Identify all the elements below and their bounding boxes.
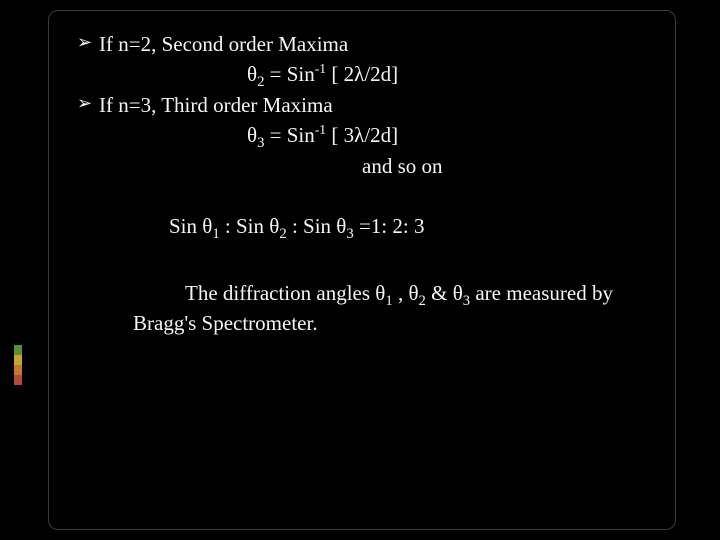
formula-line-2: θ2 = Sin-1 [ 2λ/2d] (77, 59, 647, 89)
para-a: The diffraction angles θ (185, 281, 385, 305)
para-c: & θ (426, 281, 463, 305)
para-s3: 3 (463, 293, 470, 309)
line1-text: If n=2, Second order Maxima (99, 32, 348, 56)
formula2-theta: θ (247, 62, 257, 86)
bullet-icon: ➢ (77, 29, 92, 55)
formula3-theta: θ (247, 123, 257, 147)
formula3-eq: = Sin (264, 123, 314, 147)
para-b: , θ (393, 281, 419, 305)
formula2-post: [ 2λ/2d] (326, 62, 398, 86)
formula2-sup: -1 (315, 61, 326, 76)
ratio-s1: 1 (212, 226, 219, 242)
para-s2: 2 (419, 293, 426, 309)
ratio-line: Sin θ1 : Sin θ2 : Sin θ3 =1: 2: 3 (77, 211, 647, 241)
ratio-a: Sin θ (169, 214, 212, 238)
ratio-sep1: : Sin θ (220, 214, 280, 238)
formula3-sup: -1 (315, 122, 326, 137)
para-s1: 1 (385, 293, 392, 309)
accent-bars (14, 345, 22, 385)
formula-line-3: θ3 = Sin-1 [ 3λ/2d] (77, 120, 647, 150)
content-frame: ➢ If n=2, Second order Maxima θ2 = Sin-1… (48, 10, 676, 530)
formula3-post: [ 3λ/2d] (326, 123, 398, 147)
bullet-line-2: ➢ If n=3, Third order Maxima (77, 90, 647, 120)
paragraph: The diffraction angles θ1 , θ2 & θ3 are … (77, 278, 647, 339)
ratio-s3: 3 (346, 226, 353, 242)
line3-text: If n=3, Third order Maxima (99, 93, 333, 117)
formula2-eq: = Sin (264, 62, 314, 86)
bullet-line-1: ➢ If n=2, Second order Maxima (77, 29, 647, 59)
ratio-s2: 2 (279, 226, 286, 242)
accent-bar-1 (14, 345, 22, 355)
accent-bar-2 (14, 355, 22, 365)
ratio-tail: =1: 2: 3 (354, 214, 425, 238)
bullet-icon: ➢ (77, 90, 92, 116)
ratio-sep2: : Sin θ (287, 214, 347, 238)
accent-bar-3 (14, 365, 22, 375)
accent-bar-4 (14, 375, 22, 385)
and-so-on: and so on (77, 151, 647, 181)
